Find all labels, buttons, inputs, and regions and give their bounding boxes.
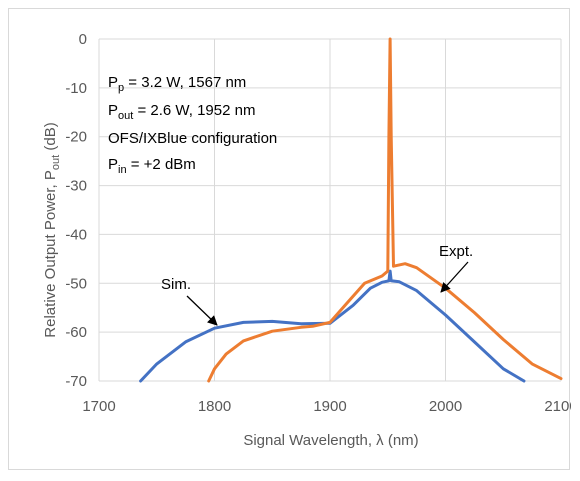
sim-series-line: [139, 269, 526, 383]
x-tick-label: 1700: [82, 398, 115, 415]
y-tick-label: -70: [65, 373, 87, 390]
annotation-pump-sub: p: [118, 82, 124, 94]
x-tick-label: 2100: [544, 398, 571, 415]
grid-lines: [98, 38, 562, 382]
annotation-pump-p: P: [108, 74, 118, 91]
y-tick-label: -20: [65, 129, 87, 146]
annotation-output-rest: = 2.6 W, 1952 nm: [133, 102, 255, 119]
annotation-pump-rest: = 3.2 W, 1567 nm: [124, 74, 246, 91]
annotation-input-sub: in: [118, 164, 127, 176]
annotation-output: Pout = 2.6 W, 1952 nm: [108, 102, 255, 122]
x-axis-label: Signal Wavelength, λ (nm): [243, 432, 418, 449]
x-tick-label: 2000: [429, 398, 462, 415]
annotation-output-p: P: [108, 102, 118, 119]
chart-frame: 0 -10 -20 -30 -40 -50 -60 -70 1700 1800 1900 2000 2…: [8, 8, 571, 470]
annotation-pump: Pp = 3.2 W, 1567 nm: [108, 74, 246, 94]
y-tick-label: -30: [65, 178, 87, 195]
y-tick-label: -10: [65, 80, 87, 97]
y-axis-label-sub: out: [50, 155, 62, 170]
y-tick-label: 0: [79, 31, 87, 48]
expt-callout-label: Expt.: [439, 243, 473, 260]
x-tick-label: 1900: [313, 398, 346, 415]
y-axis-label: Relative Output Power, Pout (dB): [42, 122, 62, 337]
annotation-output-sub: out: [118, 110, 133, 122]
annotation-input-p: P: [108, 156, 118, 173]
y-axis-label-end: (dB): [42, 122, 59, 155]
x-tick-label: 1800: [198, 398, 231, 415]
annotation-block: Pp = 3.2 W, 1567 nm Pout = 2.6 W, 1952 n…: [108, 74, 277, 176]
y-tick-label: -40: [65, 226, 87, 243]
y-tick-label: -50: [65, 275, 87, 292]
annotation-input: Pin = +2 dBm: [108, 156, 196, 176]
annotation-config: OFS/IXBlue configuration: [108, 130, 277, 147]
expt-callout-arrow: [440, 261, 469, 293]
y-tick-labels: 0 -10 -20 -30 -40 -50 -60 -70: [65, 31, 87, 390]
x-tick-labels: 1700 1800 1900 2000 2100: [82, 398, 571, 415]
y-tick-label: -60: [65, 324, 87, 341]
line-chart: 0 -10 -20 -30 -40 -50 -60 -70 1700 1800 1900 2000 2…: [42, 31, 571, 449]
sim-callout-arrow: [186, 295, 218, 326]
annotation-input-rest: = +2 dBm: [127, 156, 196, 173]
y-axis-label-main: Relative Output Power, P: [42, 170, 59, 338]
sim-callout-label: Sim.: [161, 276, 191, 293]
series-lines: [139, 37, 563, 383]
expt-series-line: [207, 37, 563, 383]
